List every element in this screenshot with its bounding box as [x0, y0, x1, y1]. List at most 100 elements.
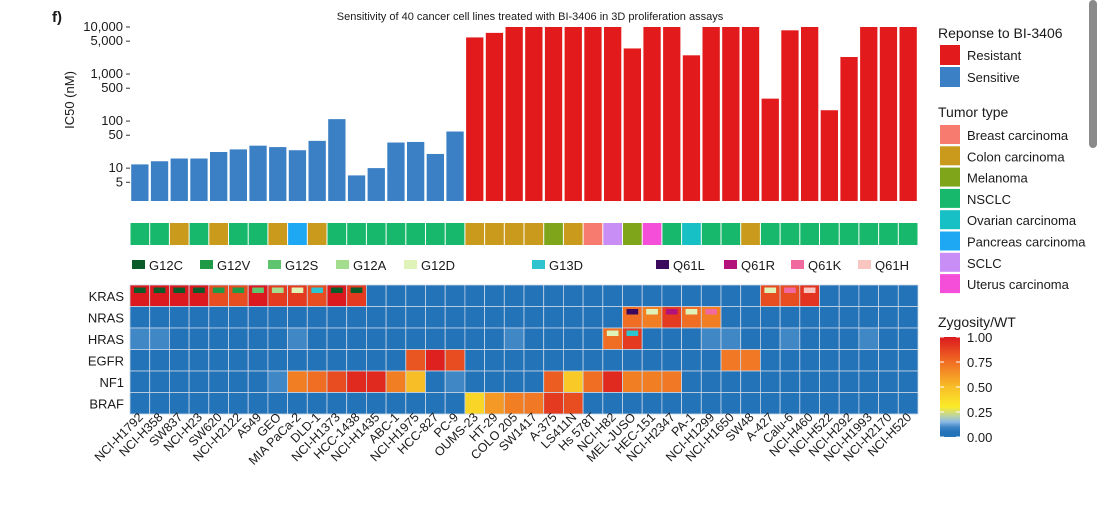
bar — [387, 142, 405, 201]
heatmap-cell — [720, 349, 742, 372]
bar — [623, 48, 641, 201]
heatmap-cell — [819, 370, 840, 393]
tumor-type-cell — [209, 223, 228, 245]
heatmap-cell — [503, 284, 525, 307]
heatmap-cell — [720, 370, 742, 393]
tumor-type-cell — [189, 223, 209, 245]
bar — [249, 145, 267, 201]
tumor-type-cell — [465, 223, 485, 245]
mutation-key — [404, 260, 417, 269]
scrollbar-thumb[interactable] — [1089, 0, 1097, 148]
tumor-type-cell — [898, 223, 918, 245]
response-legend: Reponse to BI-3406 Resistant Sensitive — [938, 25, 1063, 87]
heatmap-cell — [582, 284, 604, 307]
heatmap-cell — [208, 327, 229, 350]
y-tick-label: 10,000 — [83, 19, 123, 34]
ic50-bars — [131, 27, 917, 201]
heatmap-cell — [819, 284, 840, 307]
heatmap-cell — [484, 370, 505, 393]
heatmap-cell — [582, 370, 604, 393]
mutation-key — [724, 260, 737, 269]
mutation-marker — [685, 309, 698, 315]
heatmap-cell — [878, 284, 899, 307]
heatmap-cell — [484, 392, 505, 415]
mutation-label: Q61L — [673, 258, 705, 273]
heatmap-cell — [543, 349, 564, 372]
heatmap-cell — [563, 284, 584, 307]
heatmap-cell — [228, 306, 249, 329]
mutation-key — [656, 260, 669, 269]
heatmap-cell — [622, 392, 643, 415]
tumor-key — [940, 274, 960, 294]
heatmap-cell — [563, 349, 584, 372]
heatmap-cell — [267, 349, 288, 372]
heatmap-cell — [365, 392, 387, 415]
heatmap-cell — [858, 306, 880, 329]
heatmap-cell — [582, 306, 604, 329]
heatmap-cell — [425, 306, 446, 329]
heatmap-cell — [543, 327, 564, 350]
heatmap-cell — [208, 306, 229, 329]
heatmap-cell — [661, 349, 683, 372]
heatmap-cell — [641, 349, 663, 372]
heatmap-cell — [582, 392, 604, 415]
heatmap-cell — [287, 306, 308, 329]
tumor-label: Uterus carcinoma — [967, 277, 1070, 292]
heatmap-cell — [503, 306, 525, 329]
mutation-marker — [646, 309, 658, 315]
heatmap-cell — [760, 327, 781, 350]
heatmap-cell — [228, 349, 249, 372]
heatmap-cell — [326, 327, 348, 350]
heatmap-cell — [779, 349, 801, 372]
heatmap-cell — [523, 349, 545, 372]
heatmap-cell — [346, 349, 367, 372]
heatmap-cell — [897, 370, 919, 393]
mutation-marker — [193, 287, 205, 293]
heatmap-cell — [168, 370, 190, 393]
bar — [170, 158, 188, 201]
heatmap-cell — [405, 349, 426, 372]
heatmap-cell — [523, 327, 545, 350]
heatmap-cell — [523, 370, 545, 393]
heatmap-cell — [582, 327, 604, 350]
mutation-key — [336, 260, 349, 269]
heatmap-cell — [247, 327, 269, 350]
heatmap-cell — [267, 306, 288, 329]
heatmap-cell — [149, 327, 170, 350]
heatmap-cell — [149, 392, 170, 415]
mutation-key — [532, 260, 545, 269]
heatmap-cell — [503, 392, 525, 415]
tumor-label: Colon carcinoma — [967, 149, 1065, 164]
heatmap-cell — [247, 370, 269, 393]
heatmap-cell — [897, 306, 919, 329]
tumor-type-cell — [426, 223, 445, 245]
heatmap-cell — [819, 327, 840, 350]
heatmap-cell — [346, 306, 367, 329]
mutation-label: G12D — [421, 258, 455, 273]
bar — [840, 57, 858, 201]
heatmap-cell — [858, 284, 880, 307]
mutation-marker — [291, 287, 304, 293]
heatmap-cell — [838, 306, 860, 329]
heatmap-cell — [838, 349, 860, 372]
mutation-key — [200, 260, 213, 269]
response-label: Resistant — [967, 48, 1022, 63]
bar — [367, 168, 385, 201]
heatmap-cell — [523, 284, 545, 307]
heatmap-cell — [365, 306, 387, 329]
mutation-marker — [764, 287, 777, 293]
heatmap-cell — [563, 327, 584, 350]
heatmap-cell — [464, 370, 485, 393]
heatmap-cell — [405, 370, 426, 393]
heatmap-cell — [602, 392, 623, 415]
heatmap-cell — [129, 327, 151, 350]
heatmap-cell — [858, 327, 880, 350]
heatmap-cell — [878, 306, 899, 329]
heatmap-cell — [543, 306, 564, 329]
y-axis-label: IC50 (nM) — [62, 71, 77, 129]
mutation-marker — [134, 287, 146, 293]
heatmap-cell — [897, 349, 919, 372]
tumor-type-cell — [229, 223, 248, 245]
mutation-key — [858, 260, 871, 269]
